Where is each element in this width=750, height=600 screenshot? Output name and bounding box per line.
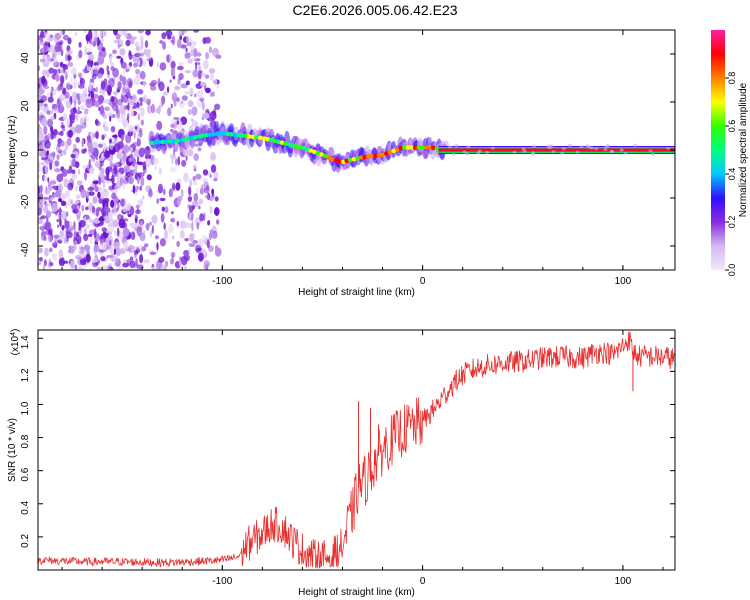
colorbar-tick-label: 0.0 — [727, 264, 737, 277]
x-axis-label: Height of straight line (km) — [298, 587, 415, 598]
x-tick-label: -100 — [212, 276, 232, 287]
y-axis-label: Frequency (Hz) — [7, 116, 18, 185]
snr-frame — [37, 329, 676, 571]
y-tick-label: 1.0 — [20, 401, 31, 415]
noise-region — [38, 30, 222, 270]
y-scale-close: ) — [10, 329, 21, 332]
y-tick-label: 0.6 — [20, 467, 31, 481]
y-scale-exponent: 4 — [10, 332, 17, 336]
y-tick-label: 0.2 — [20, 534, 31, 548]
y-tick-label: 0.8 — [20, 434, 31, 448]
colorbar-tick-label: 0.2 — [727, 216, 737, 229]
spectrogram-area — [38, 30, 675, 270]
snr-panel: -100 0 100 0.2 0.4 0.6 0.8 1.0 1.2 1.4 Height of s… — [7, 329, 676, 598]
snr-area — [38, 331, 675, 569]
snr-line — [38, 331, 675, 569]
y-axis-label: SNR (10 * v/v) — [7, 418, 18, 482]
y-tick-label: 1.2 — [20, 368, 31, 382]
colorbar-label: Normalized spectral amplitude — [738, 82, 749, 217]
x-tick-label: 0 — [420, 576, 426, 587]
signal-trace — [148, 120, 675, 173]
x-tick-label: 100 — [615, 276, 632, 287]
chart-title: C2E6.2026.005.06.42.E23 — [292, 2, 458, 18]
y-scale-label: (x104) — [10, 329, 22, 356]
y-tick-label: -40 — [20, 242, 31, 257]
y-tick-label: 0.4 — [20, 500, 31, 514]
y-tick-label: 0 — [20, 151, 31, 157]
spectrogram-panel: -100 0 100 -40 -20 0 20 40 Height of straight li… — [7, 29, 676, 298]
x-axis-label: Height of straight line (km) — [298, 287, 415, 298]
y-scale-base: (x10 — [10, 335, 21, 355]
y-tick-label: -20 — [20, 194, 31, 209]
colorbar-tick-label: 0.8 — [727, 72, 737, 85]
colorbar-scale — [711, 30, 725, 270]
y-tick-label: 20 — [20, 100, 31, 112]
colorbar-tick-label: 0.4 — [727, 168, 737, 181]
x-tick-label: 100 — [615, 576, 632, 587]
y-tick-label: 1.4 — [20, 335, 31, 349]
colorbar-tick-label: 0.6 — [727, 120, 737, 133]
tone-band-core — [438, 148, 675, 152]
x-tick-label: -100 — [212, 576, 232, 587]
y-tick-label: 40 — [20, 52, 31, 64]
x-tick-label: 0 — [420, 276, 426, 287]
